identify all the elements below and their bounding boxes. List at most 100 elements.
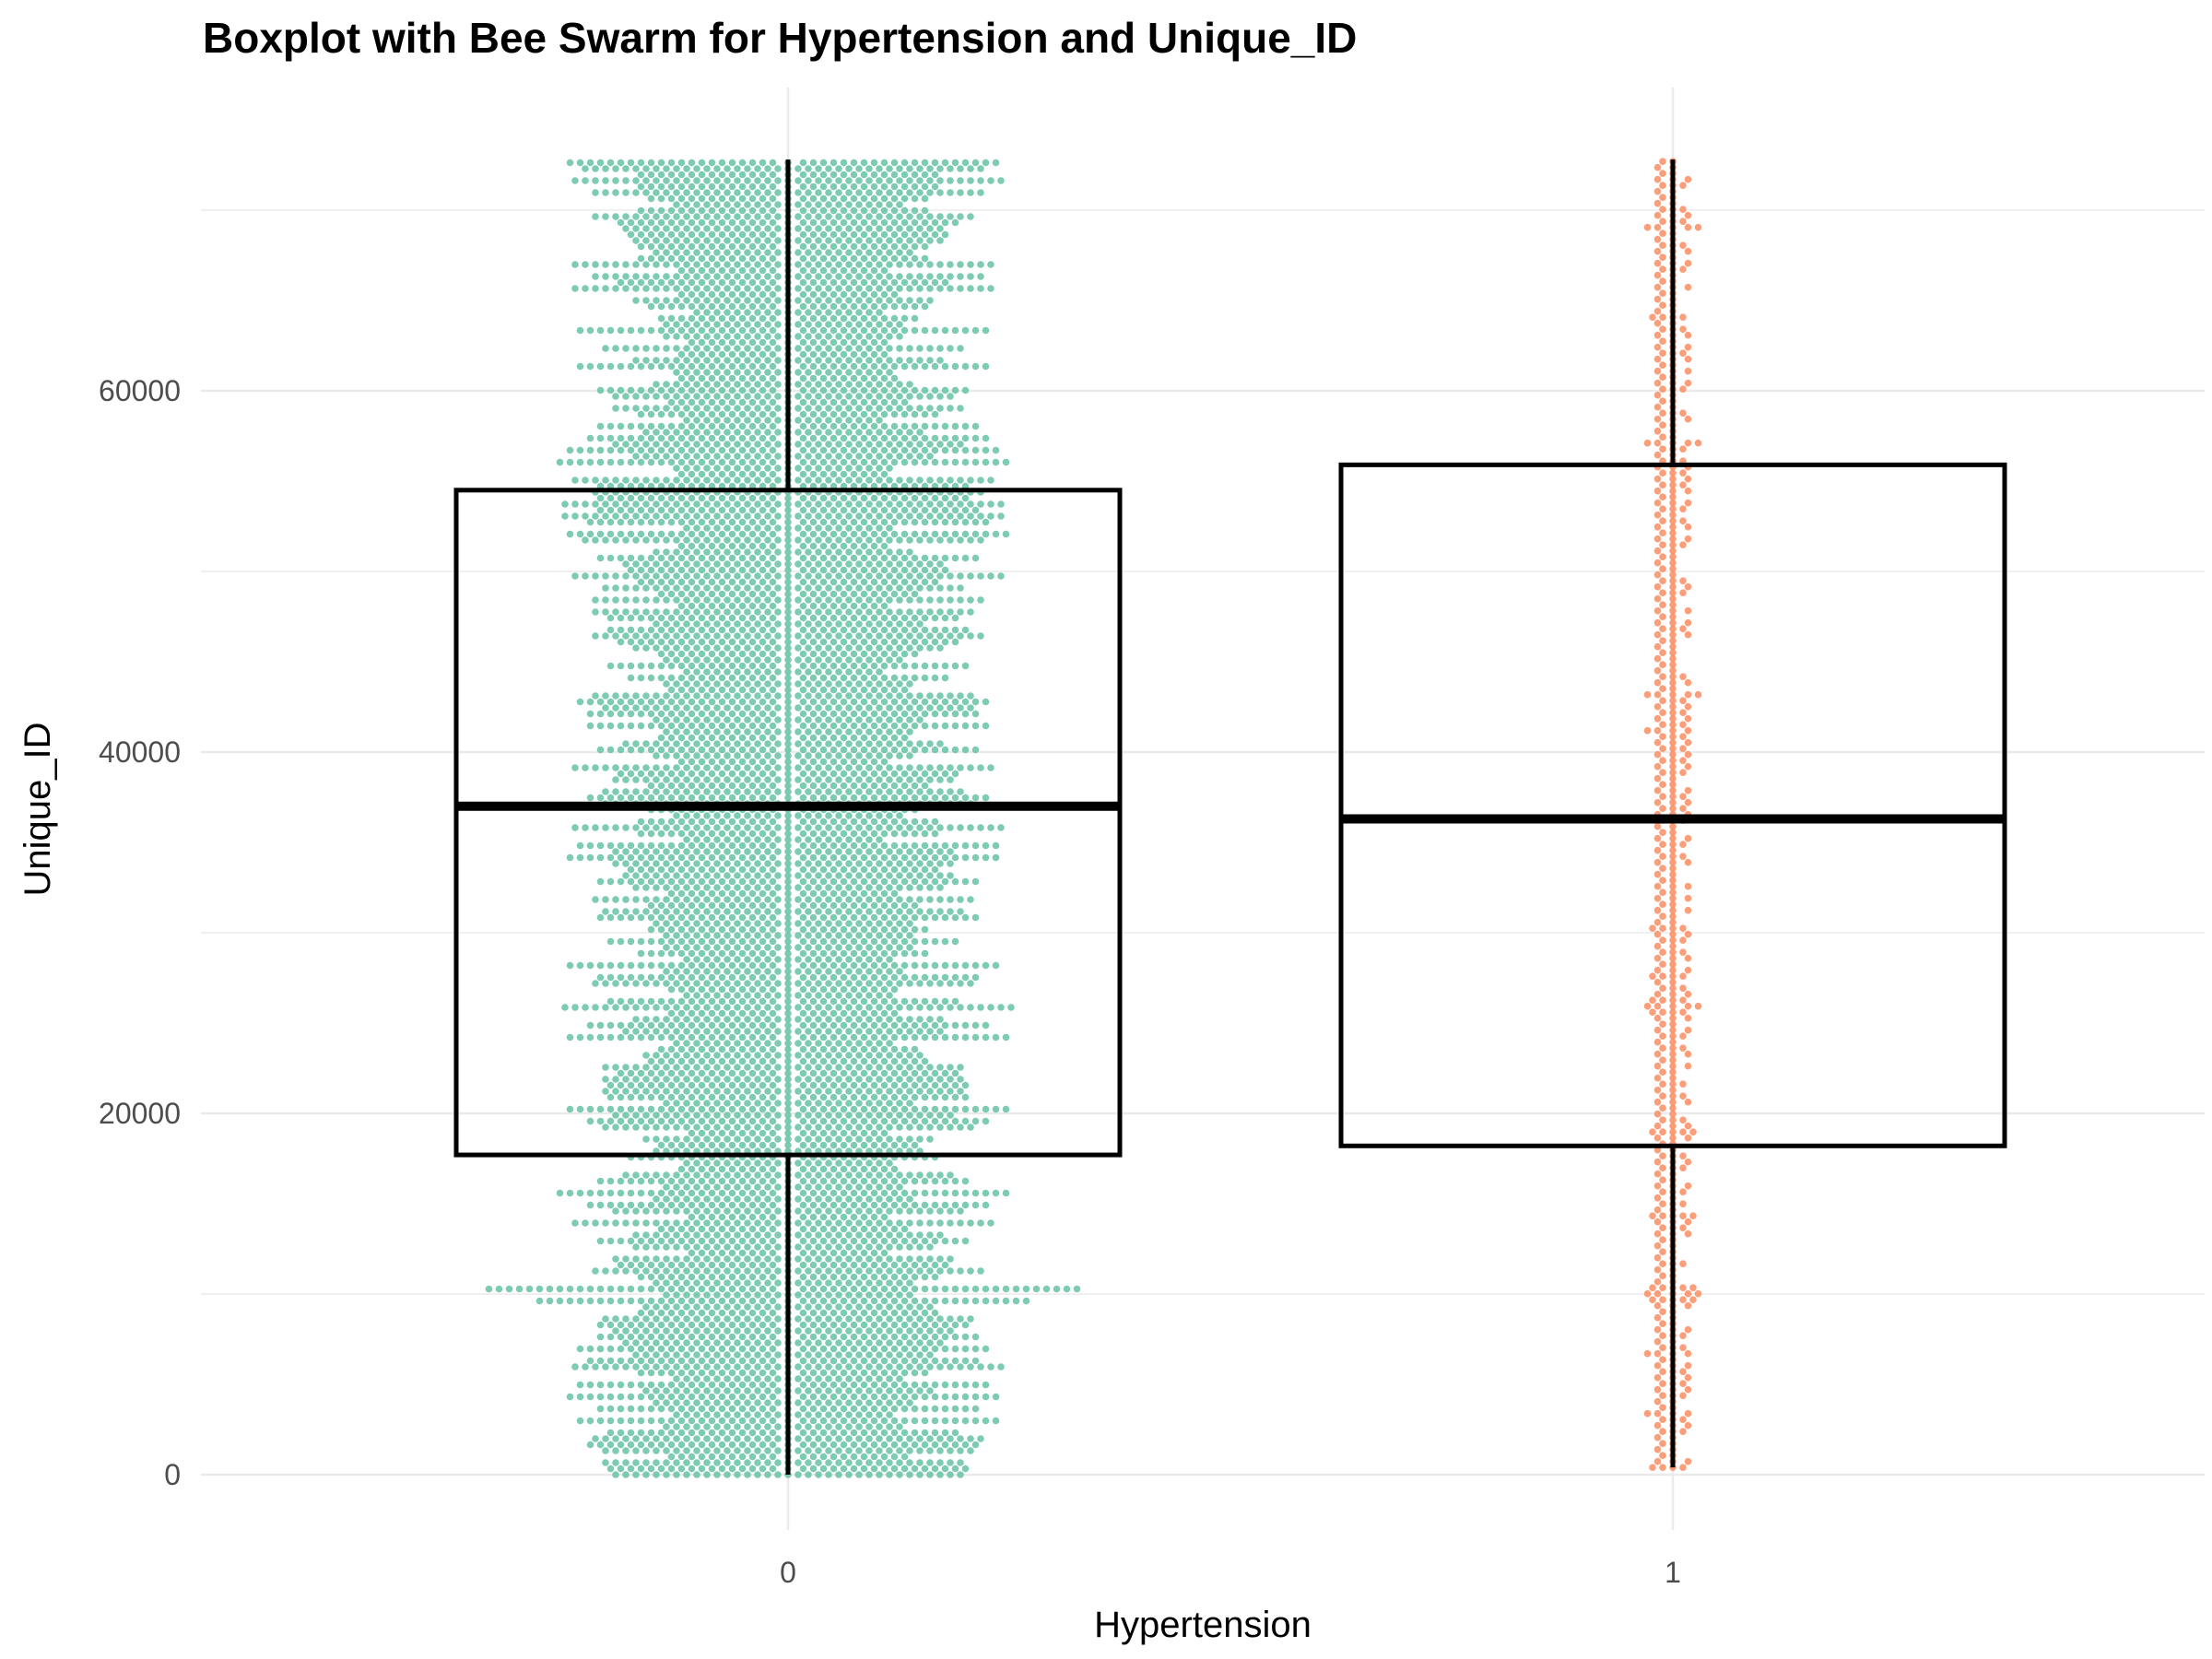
swarm-point [916, 1351, 924, 1359]
swarm-point [683, 1171, 690, 1179]
swarm-point [576, 1189, 584, 1197]
swarm-point [809, 1441, 818, 1449]
swarm-point [784, 770, 792, 778]
swarm-point [865, 896, 873, 903]
swarm-point [886, 740, 893, 747]
swarm-point [936, 1435, 944, 1442]
swarm-point [876, 1028, 883, 1035]
swarm-point [769, 937, 777, 946]
swarm-point [809, 1273, 818, 1281]
swarm-point [673, 1435, 680, 1442]
swarm-point [683, 908, 690, 915]
swarm-point [653, 1231, 660, 1239]
swarm-point [663, 1231, 670, 1239]
swarm-point [708, 674, 716, 682]
swarm-point [718, 1021, 726, 1030]
swarm-point [794, 1183, 802, 1191]
swarm-point [724, 716, 731, 724]
swarm-point [830, 1045, 838, 1053]
swarm-point [890, 1297, 899, 1305]
swarm-point [886, 776, 893, 783]
swarm-point [890, 1093, 899, 1101]
swarm-point [647, 1441, 655, 1449]
swarm-point [698, 614, 706, 622]
swarm-point [724, 896, 731, 903]
swarm-point [870, 1081, 878, 1089]
swarm-point [738, 1201, 747, 1209]
swarm-point [819, 1177, 828, 1185]
swarm-point [835, 596, 842, 604]
swarm-point [921, 1021, 929, 1030]
swarm-point [673, 920, 680, 927]
swarm-point [880, 1261, 888, 1269]
swarm-point [703, 776, 711, 783]
swarm-point [647, 1285, 655, 1293]
swarm-point [688, 554, 696, 562]
swarm-point [815, 1100, 822, 1107]
swarm-point [774, 1064, 782, 1071]
swarm-point [819, 1057, 828, 1065]
swarm-point [835, 1159, 842, 1167]
swarm-point [708, 1417, 716, 1425]
swarm-point [890, 1261, 899, 1269]
swarm-point [724, 1088, 731, 1095]
swarm-point [809, 1309, 818, 1317]
swarm-point [663, 680, 670, 688]
swarm-point [819, 590, 828, 598]
swarm-point [748, 1465, 757, 1473]
swarm-point [744, 920, 751, 927]
swarm-point [809, 698, 818, 706]
swarm-point [693, 716, 700, 724]
swarm-point [805, 1231, 812, 1239]
swarm-point [774, 1124, 782, 1131]
swarm-point [728, 1441, 736, 1449]
swarm-point [673, 1267, 680, 1275]
swarm-point [911, 1057, 919, 1065]
swarm-point [835, 1411, 842, 1418]
swarm-point [830, 865, 838, 874]
swarm-point [809, 1369, 818, 1377]
swarm-point [850, 1261, 858, 1269]
swarm-point [627, 746, 635, 754]
swarm-point [971, 710, 980, 718]
swarm-point [805, 1028, 812, 1035]
swarm-point [673, 656, 680, 664]
swarm-point [921, 1117, 929, 1125]
swarm-point [738, 638, 747, 646]
swarm-point [880, 889, 888, 898]
swarm-point [576, 1381, 584, 1389]
swarm-point [622, 896, 629, 903]
swarm-point [667, 1309, 676, 1317]
swarm-point [703, 1004, 711, 1011]
swarm-point [876, 1375, 883, 1382]
swarm-point [667, 554, 676, 562]
swarm-point [632, 980, 640, 987]
swarm-point [703, 656, 711, 664]
swarm-point [845, 1447, 853, 1454]
swarm-point [754, 1387, 761, 1394]
swarm-point [911, 1069, 919, 1077]
swarm-point [673, 1411, 680, 1418]
swarm-point [865, 1411, 873, 1418]
swarm-point [724, 1135, 731, 1143]
swarm-point [663, 1016, 670, 1023]
swarm-point [916, 596, 924, 604]
swarm-point [840, 1045, 848, 1053]
swarm-point [850, 662, 858, 670]
swarm-point [728, 1033, 736, 1041]
swarm-point [855, 968, 863, 975]
swarm-point [936, 608, 944, 616]
swarm-point [815, 752, 822, 759]
swarm-point [870, 1225, 878, 1233]
swarm-point [713, 1327, 721, 1335]
swarm-point [931, 1033, 939, 1041]
swarm-point [941, 1093, 949, 1101]
swarm-point [799, 1441, 807, 1449]
swarm-point [738, 734, 747, 742]
swarm-point [860, 1129, 868, 1137]
swarm-point [916, 560, 924, 568]
swarm-point [744, 740, 751, 747]
swarm-point [688, 758, 696, 766]
swarm-point [653, 704, 660, 712]
swarm-point [759, 758, 767, 766]
